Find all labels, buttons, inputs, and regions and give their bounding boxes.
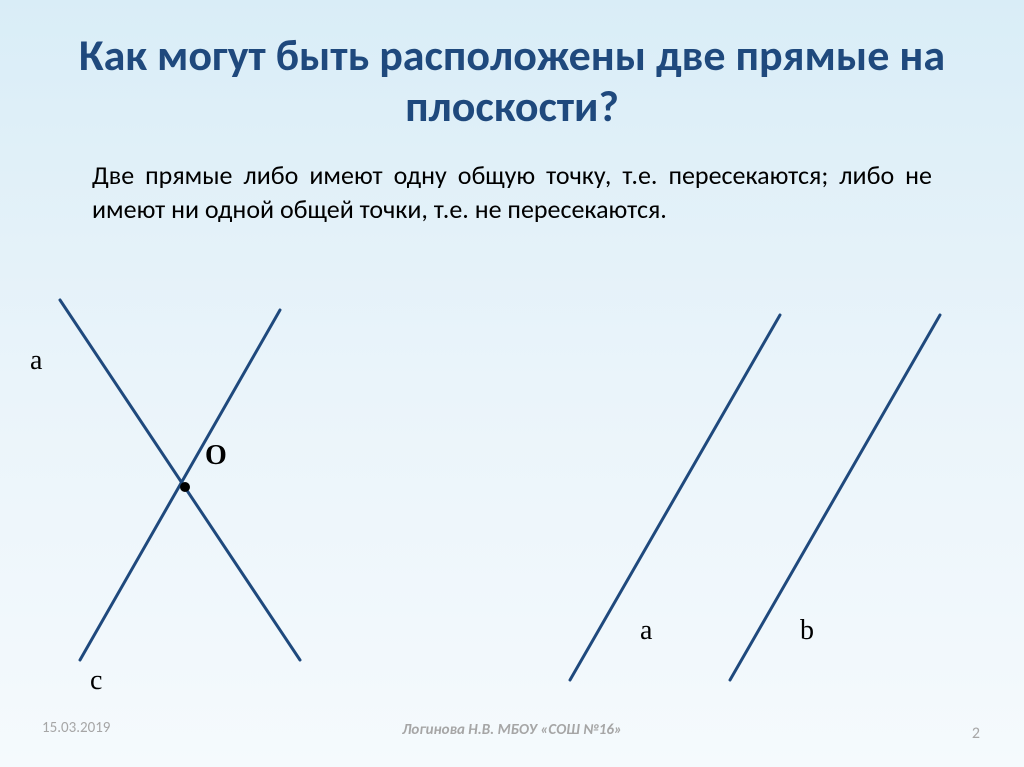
parallel-line-a xyxy=(570,315,780,680)
intersecting-line-a xyxy=(60,300,300,660)
label-a-left: a xyxy=(30,345,42,377)
intersection-point-o xyxy=(180,482,190,492)
label-a-right: a xyxy=(640,615,652,647)
footer-page: 2 xyxy=(972,724,980,743)
footer-author: Логинова Н.В. МБОУ «СОШ №16» xyxy=(0,721,1024,739)
intersecting-line-c xyxy=(80,310,280,660)
label-b-right: b xyxy=(800,615,814,647)
page-title: Как могут быть расположены две прямые на… xyxy=(0,0,1024,131)
body-text: Две прямые либо имеют одну общую точку, … xyxy=(0,131,1024,227)
parallel-line-b xyxy=(730,315,940,680)
label-o: O xyxy=(205,440,227,472)
label-c-left: c xyxy=(90,665,102,697)
